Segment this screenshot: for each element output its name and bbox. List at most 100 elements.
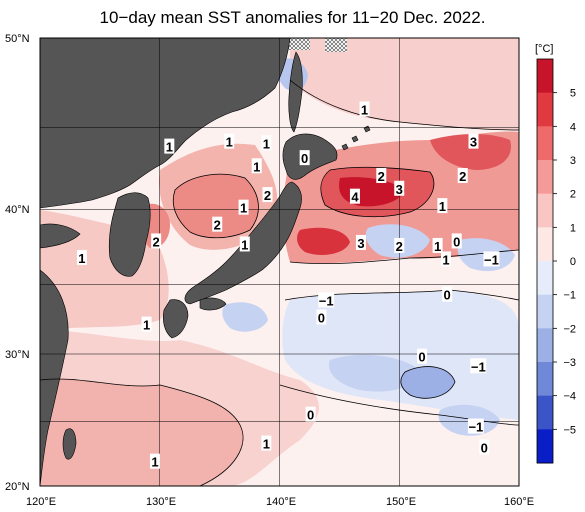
lon-label-120e: 120°E bbox=[26, 496, 56, 508]
map-title: 10−day mean SST anomalies for 11−20 Dec.… bbox=[99, 8, 486, 27]
lat-label-20n: 20°N bbox=[5, 481, 30, 493]
contour-label-bg bbox=[305, 406, 316, 422]
sea-ice-hatch-1 bbox=[288, 38, 310, 50]
colorbar-unit: [°C] bbox=[535, 43, 553, 55]
anomaly-region-warm-east bbox=[430, 134, 511, 170]
colorbar-swatch bbox=[537, 294, 553, 329]
colorbar-tick-label: 1 bbox=[570, 222, 576, 234]
contour-label-bg bbox=[417, 348, 428, 364]
contour-label-bg bbox=[261, 435, 272, 451]
contour-label: −1 bbox=[471, 359, 486, 374]
contour-label-bg bbox=[451, 233, 462, 249]
anomaly-region-cool-central-core bbox=[328, 354, 420, 392]
colorbar-swatch bbox=[537, 362, 553, 397]
contour-label: 1 bbox=[226, 135, 233, 150]
land bbox=[40, 38, 371, 486]
contour-label: 2 bbox=[264, 188, 271, 203]
contour-label-bg bbox=[316, 309, 327, 325]
colorbar-swatch bbox=[537, 160, 553, 195]
colorbar: [°C] 5 4 3 2 1 0 −1 −2 −3 −4 −5 bbox=[535, 43, 576, 464]
colorbar-tick-label: −5 bbox=[563, 424, 576, 436]
contour-label-bg bbox=[376, 167, 387, 183]
contour-label-bg bbox=[440, 251, 451, 267]
contour-label-bg bbox=[470, 358, 487, 374]
grid bbox=[40, 38, 519, 486]
contour-label: 3 bbox=[396, 182, 403, 197]
anomaly-region-cool-southeast bbox=[400, 366, 455, 399]
contour-label-bg bbox=[251, 158, 262, 174]
contour-zero-line-south bbox=[279, 384, 519, 426]
contour-southwest bbox=[40, 378, 244, 486]
contour-label-bg bbox=[318, 292, 335, 308]
lat-label-50n: 50°N bbox=[5, 33, 30, 45]
contour-label-bg bbox=[261, 135, 272, 151]
contour-label: −1 bbox=[468, 420, 483, 435]
contour-label-bg bbox=[239, 236, 250, 252]
anomaly-region-warm-sea-of-japan-core bbox=[173, 174, 259, 238]
contour-label-bg bbox=[262, 187, 273, 203]
contour-label: 1 bbox=[361, 102, 368, 117]
contour-label: 1 bbox=[439, 199, 446, 214]
contour-label: 2 bbox=[214, 218, 221, 233]
contour-label-bg bbox=[468, 133, 479, 149]
contour-label-bg bbox=[149, 453, 160, 469]
colorbar-tick-label: −1 bbox=[563, 290, 576, 302]
contour-label-bg bbox=[432, 237, 443, 253]
contour-label-bg bbox=[479, 439, 490, 455]
colorbar-swatch bbox=[537, 328, 553, 363]
contour-label: −1 bbox=[319, 293, 334, 308]
contour-cool-southeast bbox=[400, 366, 456, 399]
lon-label-160e: 160°E bbox=[504, 496, 534, 508]
land-taiwan bbox=[62, 428, 77, 460]
land-sakhalin bbox=[288, 51, 303, 133]
colorbar-swatch bbox=[537, 193, 553, 228]
contour-label: 1 bbox=[434, 239, 441, 254]
colorbar-tick-label: 0 bbox=[570, 256, 576, 268]
contour-label-bg bbox=[224, 133, 235, 149]
land-shikoku bbox=[199, 297, 227, 311]
contour-label: 0 bbox=[418, 350, 425, 365]
latitude-axis: 50°N 40°N 30°N 20°N bbox=[5, 33, 30, 493]
contour-label: 1 bbox=[143, 318, 150, 333]
sea-ice-hatch-2 bbox=[325, 38, 347, 52]
contour-label: 0 bbox=[444, 288, 451, 303]
lon-label-140e: 140°E bbox=[266, 496, 296, 508]
contour-label: 1 bbox=[166, 140, 173, 155]
land-korea bbox=[108, 192, 151, 277]
contour-label-bg bbox=[164, 138, 175, 154]
contour-label: 4 bbox=[351, 190, 359, 205]
colorbar-swatch bbox=[537, 126, 553, 161]
contour-label: 2 bbox=[396, 239, 403, 254]
colorbar-swatch bbox=[537, 227, 553, 262]
contour-label-bg bbox=[238, 199, 249, 215]
land-asian-continent bbox=[40, 38, 291, 209]
contour-label-bg bbox=[457, 167, 468, 183]
anomaly-region-cool-central bbox=[282, 290, 519, 420]
contour-sea-of-japan bbox=[172, 173, 259, 239]
land-shandong bbox=[40, 223, 81, 249]
contour-label-bg bbox=[141, 316, 152, 332]
contour-label: 1 bbox=[442, 252, 449, 267]
contour-label: 0 bbox=[301, 151, 308, 166]
colorbar-swatch bbox=[537, 429, 553, 464]
land-china-south bbox=[40, 269, 69, 486]
contour-label: 0 bbox=[318, 311, 325, 326]
contour-label: 0 bbox=[307, 408, 314, 423]
lon-label-130e: 130°E bbox=[146, 496, 176, 508]
colorbar-tick-label: 5 bbox=[570, 88, 576, 100]
contour-label: 1 bbox=[240, 201, 247, 216]
contour-label-bg bbox=[442, 286, 453, 302]
contour-label: 2 bbox=[459, 169, 466, 184]
contour-label-bg bbox=[76, 249, 87, 265]
contour-label: 3 bbox=[357, 236, 364, 251]
contour-label-bg bbox=[212, 216, 223, 232]
colorbar-ticks: 5 4 3 2 1 0 −1 −2 −3 −4 −5 bbox=[553, 88, 576, 436]
colorbar-swatch bbox=[537, 261, 553, 296]
contour-label-bg bbox=[437, 198, 448, 214]
anomaly-region-warm-southwest-2 bbox=[40, 378, 244, 486]
contour-label-bg bbox=[355, 234, 366, 250]
contour-label-bg bbox=[467, 418, 484, 434]
